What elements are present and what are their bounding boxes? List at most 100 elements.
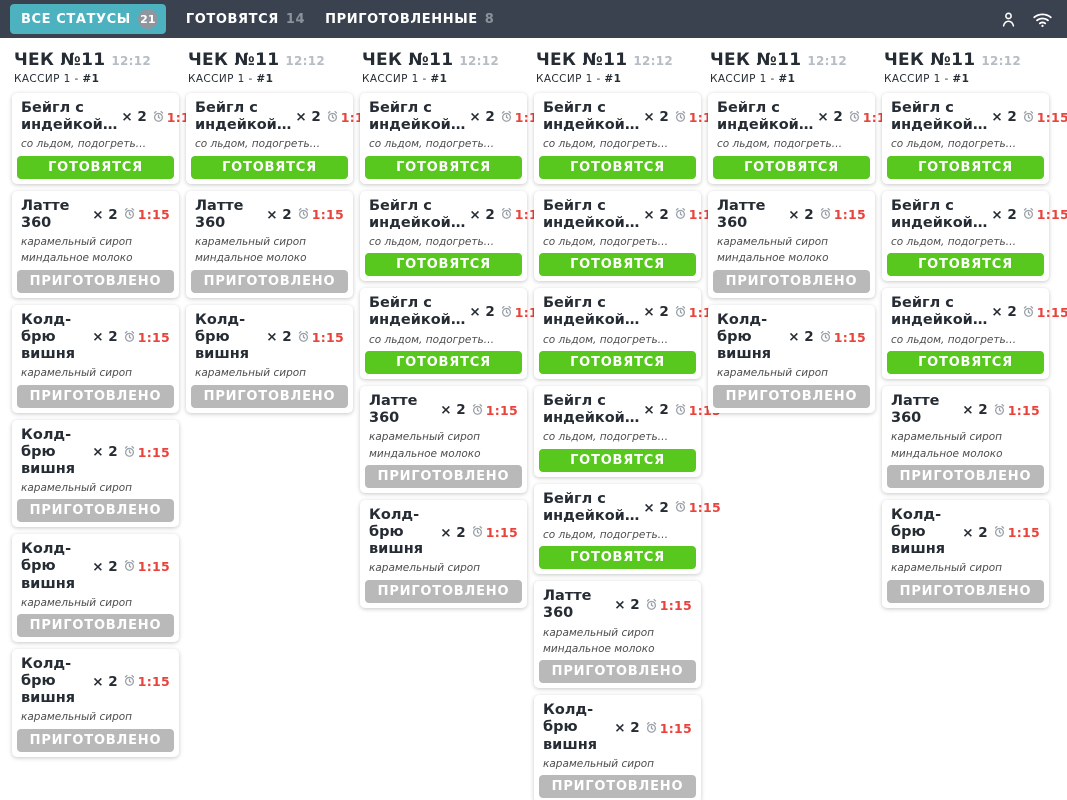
cashier-line: КАССИР 1 - #1 [536, 73, 701, 85]
alarm-clock-icon [993, 401, 1006, 420]
item-modifiers: со льдом, подогреть… [195, 138, 344, 151]
user-icon[interactable] [999, 10, 1018, 29]
item-name: Колд-брю вишня [543, 702, 598, 753]
item-qty: × 2 [962, 402, 988, 419]
status-button[interactable]: ПРИГОТОВЛЕНО [191, 269, 348, 293]
check-header: ЧЕК №11 12:12 КАССИР 1 - #1 [362, 50, 527, 85]
status-button[interactable]: ПРИГОТОВЛЕНО [713, 269, 870, 293]
order-item-card: Бейгл с индейкой… × 2 1:15 [12, 93, 199, 184]
status-button[interactable]: ПРИГОТОВЛЕНО [539, 660, 696, 684]
item-modifiers: со льдом, подогреть… [543, 431, 692, 444]
tab-all-statuses[interactable]: ВСЕ СТАТУСЫ 21 [10, 4, 166, 34]
item-name: Латте 360 [891, 392, 940, 427]
item-modifier: миндальное молоко [717, 252, 829, 265]
item-timer-value: 1:15 [485, 525, 518, 541]
status-button[interactable]: ПРИГОТОВЛЕНО [17, 728, 174, 752]
item-timer-value: 1:15 [137, 674, 170, 690]
item-modifiers: карамельный сироп [369, 562, 518, 575]
check-header: ЧЕК №11 12:12 КАССИР 1 - #1 [884, 50, 1049, 85]
tab-prepared-label: ПРИГОТОВЛЕННЫЕ [325, 11, 478, 27]
status-button[interactable]: ГОТОВЯТСЯ [17, 155, 174, 179]
status-button[interactable]: ГОТОВЯТСЯ [539, 253, 696, 277]
status-button[interactable]: ГОТОВЯТСЯ [539, 155, 696, 179]
item-modifiers: со льдом, подогреть… [891, 138, 1040, 151]
status-button[interactable]: ПРИГОТОВЛЕНО [17, 384, 174, 408]
item-timer-value: 1:15 [1007, 525, 1040, 541]
status-button[interactable]: ПРИГОТОВЛЕНО [17, 269, 174, 293]
item-modifiers: карамельный сироп [717, 367, 866, 380]
item-modifier: со льдом, подогреть… [369, 235, 495, 248]
status-button[interactable]: ГОТОВЯТСЯ [539, 546, 696, 570]
wifi-icon[interactable] [1032, 9, 1053, 30]
alarm-clock-icon [645, 719, 658, 738]
item-name: Бейгл с индейкой… [21, 100, 118, 134]
check-time: 12:12 [111, 54, 152, 68]
item-modifiers: карамельный сироп [21, 482, 170, 495]
item-timer-value: 1:15 [1036, 109, 1067, 125]
item-qty: × 2 [991, 304, 1017, 321]
item-modifier: со льдом, подогреть… [717, 138, 843, 151]
order-item-card: Колд-брю вишня × 2 1:15 [12, 649, 179, 757]
item-qty: × 2 [469, 109, 495, 126]
alarm-clock-icon [500, 108, 513, 127]
item-modifier: карамельный сироп [195, 235, 307, 248]
status-button[interactable]: ПРИГОТОВЛЕНО [365, 579, 522, 603]
status-button[interactable]: ПРИГОТОВЛЕНО [17, 499, 174, 523]
status-button[interactable]: ПРИГОТОВЛЕНО [713, 384, 870, 408]
status-button[interactable]: ГОТОВЯТСЯ [887, 155, 1044, 179]
status-button[interactable]: ПРИГОТОВЛЕНО [191, 384, 348, 408]
status-button[interactable]: ГОТОВЯТСЯ [365, 253, 522, 277]
order-item-card: Колд-брю вишня × 2 1:15 [360, 500, 527, 608]
status-button[interactable]: ПРИГОТОВЛЕНО [17, 614, 174, 638]
item-qty: × 2 [295, 109, 321, 126]
tab-all-statuses-label: ВСЕ СТАТУСЫ [21, 11, 131, 27]
status-button[interactable]: ГОТОВЯТСЯ [887, 253, 1044, 277]
item-modifier: со льдом, подогреть… [891, 235, 1017, 248]
item-qty: × 2 [469, 304, 495, 321]
cashier-tag: #1 [952, 73, 970, 85]
item-timer: 1:15 [123, 443, 170, 462]
status-button[interactable]: ГОТОВЯТСЯ [191, 155, 348, 179]
item-name: Бейгл с индейкой… [543, 100, 640, 134]
item-qty: × 2 [92, 444, 118, 461]
tab-preparing[interactable]: ГОТОВЯТСЯ 14 [186, 12, 305, 27]
status-button[interactable]: ГОТОВЯТСЯ [539, 448, 696, 472]
item-modifier: миндальное молоко [21, 252, 133, 265]
item-qty: × 2 [643, 304, 669, 321]
item-modifiers: со льдом, подогреть… [543, 529, 692, 542]
item-modifier: со льдом, подогреть… [543, 333, 669, 346]
status-button[interactable]: ГОТОВЯТСЯ [887, 350, 1044, 374]
item-modifier: со льдом, подогреть… [543, 138, 669, 151]
check-header: ЧЕК №11 12:12 КАССИР 1 - #1 [188, 50, 353, 85]
alarm-clock-icon [123, 557, 136, 576]
status-button[interactable]: ПРИГОТОВЛЕНО [887, 465, 1044, 489]
item-name: Колд-брю вишня [21, 426, 76, 477]
order-item-card: Бейгл с индейкой… × 2 1:15 [882, 93, 1067, 184]
tab-prepared[interactable]: ПРИГОТОВЛЕННЫЕ 8 [325, 12, 494, 27]
item-modifier: со льдом, подогреть… [369, 138, 495, 151]
cashier-line: КАССИР 1 - #1 [362, 73, 527, 85]
check-time: 12:12 [633, 54, 674, 68]
item-qty: × 2 [266, 329, 292, 346]
status-button[interactable]: ПРИГОТОВЛЕНО [539, 775, 696, 799]
status-button[interactable]: ГОТОВЯТСЯ [713, 155, 870, 179]
status-button[interactable]: ПРИГОТОВЛЕНО [887, 579, 1044, 603]
item-modifier: со льдом, подогреть… [543, 235, 669, 248]
item-name: Бейгл с индейкой… [543, 295, 640, 329]
item-modifiers: карамельный сироп [21, 597, 170, 610]
item-timer-value: 1:15 [659, 597, 692, 613]
item-modifiers: карамельный сироп миндальное молоко [369, 431, 518, 461]
status-button[interactable]: ГОТОВЯТСЯ [365, 155, 522, 179]
status-button[interactable]: ГОТОВЯТСЯ [539, 350, 696, 374]
status-button[interactable]: ПРИГОТОВЛЕНО [365, 465, 522, 489]
item-name: Латте 360 [195, 197, 244, 231]
status-button[interactable]: ГОТОВЯТСЯ [365, 350, 522, 374]
order-item-card: Колд-брю вишня × 2 1:15 [12, 534, 179, 643]
cashier-label: КАССИР 1 - [14, 73, 83, 85]
cashier-label: КАССИР 1 - [710, 73, 779, 85]
item-timer-value: 1:15 [659, 720, 692, 736]
check-time: 12:12 [285, 54, 326, 68]
order-item-card: Бейгл с индейкой… × 2 1:15 [534, 93, 721, 184]
item-modifier: карамельный сироп [717, 235, 829, 248]
check-column: ЧЕК №11 12:12 КАССИР 1 - #1 Бейгл с инде… [360, 48, 547, 608]
